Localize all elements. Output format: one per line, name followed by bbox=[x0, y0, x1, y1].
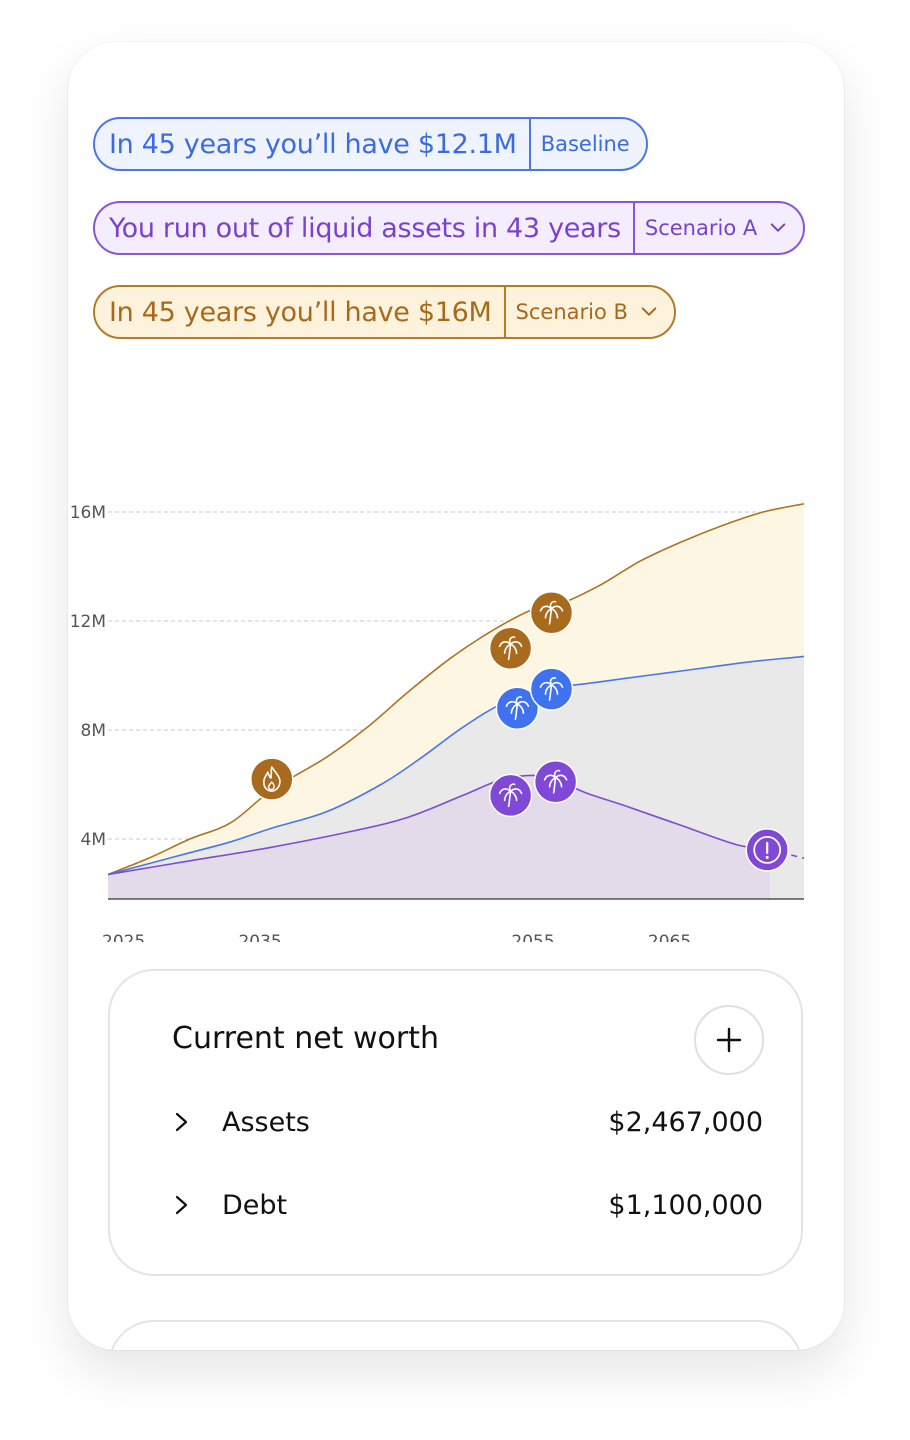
x-tick-label: 2065 bbox=[648, 932, 691, 942]
assets-row[interactable]: Assets $2,467,000 bbox=[170, 1097, 763, 1147]
baseline-tag-label: Baseline bbox=[540, 132, 630, 156]
scenario-b-dropdown-label: Scenario B bbox=[515, 300, 628, 324]
debt-row[interactable]: Debt $1,100,000 bbox=[170, 1180, 763, 1230]
plot-area bbox=[108, 503, 804, 899]
net-worth-card: Current net worth Assets $2,467,000 Debt… bbox=[108, 969, 803, 1276]
scenario-a-summary-text: You run out of liquid assets in 43 years bbox=[109, 212, 621, 244]
chevron-right-icon bbox=[175, 1112, 188, 1132]
palm-tree-icon[interactable] bbox=[529, 591, 574, 635]
series-line-scenario-b bbox=[108, 503, 804, 876]
phone-frame: In 45 years you’ll have $12.1M Baseline … bbox=[68, 42, 844, 1350]
assets-label: Assets bbox=[222, 1106, 310, 1138]
y-tick-label: 16M bbox=[70, 503, 106, 523]
scenario-a-dropdown[interactable]: Scenario A bbox=[632, 203, 803, 253]
net-worth-projection-chart: 4M 8M 12M 16M 2025 2035 2055 2065 bbox=[70, 503, 804, 942]
chevron-down-icon bbox=[770, 223, 786, 232]
x-tick-label: 2025 bbox=[102, 932, 145, 942]
palm-tree-icon[interactable] bbox=[488, 773, 533, 818]
chevron-down-icon bbox=[641, 307, 657, 316]
x-tick-label: 2035 bbox=[238, 932, 281, 942]
y-tick-label: 4M bbox=[81, 830, 106, 850]
scenario-a-dropdown-label: Scenario A bbox=[644, 216, 758, 240]
palm-tree-icon[interactable] bbox=[488, 626, 533, 671]
scenario-a-summary-pill[interactable]: You run out of liquid assets in 43 years… bbox=[93, 201, 806, 255]
scenario-b-summary-text: In 45 years you’ll have $16M bbox=[109, 296, 492, 328]
x-tick-label: 2055 bbox=[511, 932, 554, 942]
add-item-button[interactable] bbox=[694, 1005, 764, 1075]
baseline-tag[interactable]: Baseline bbox=[528, 119, 646, 169]
baseline-summary-pill[interactable]: In 45 years you’ll have $12.1M Baseline bbox=[93, 117, 648, 171]
next-card bbox=[108, 1320, 803, 1350]
series-area-scenario-a bbox=[108, 775, 770, 899]
chevron-right-icon bbox=[175, 1195, 188, 1215]
alert-icon[interactable] bbox=[745, 828, 789, 872]
assets-value: $2,467,000 bbox=[608, 1106, 763, 1138]
net-worth-title: Current net worth bbox=[172, 1021, 439, 1056]
scenario-b-dropdown[interactable]: Scenario B bbox=[503, 287, 674, 337]
baseline-summary-text: In 45 years you’ll have $12.1M bbox=[109, 128, 517, 160]
y-tick-label: 12M bbox=[70, 612, 106, 632]
y-tick-label: 8M bbox=[81, 721, 106, 741]
palm-tree-icon[interactable] bbox=[529, 667, 574, 711]
palm-tree-icon[interactable] bbox=[533, 760, 578, 804]
series-line-baseline bbox=[108, 655, 804, 876]
debt-label: Debt bbox=[222, 1189, 288, 1221]
scenario-b-summary-pill[interactable]: In 45 years you’ll have $16M Scenario B bbox=[93, 285, 676, 339]
plus-icon bbox=[716, 1027, 742, 1053]
fire-icon[interactable] bbox=[250, 757, 294, 801]
palm-tree-icon[interactable] bbox=[495, 686, 540, 730]
debt-value: $1,100,000 bbox=[608, 1189, 763, 1221]
